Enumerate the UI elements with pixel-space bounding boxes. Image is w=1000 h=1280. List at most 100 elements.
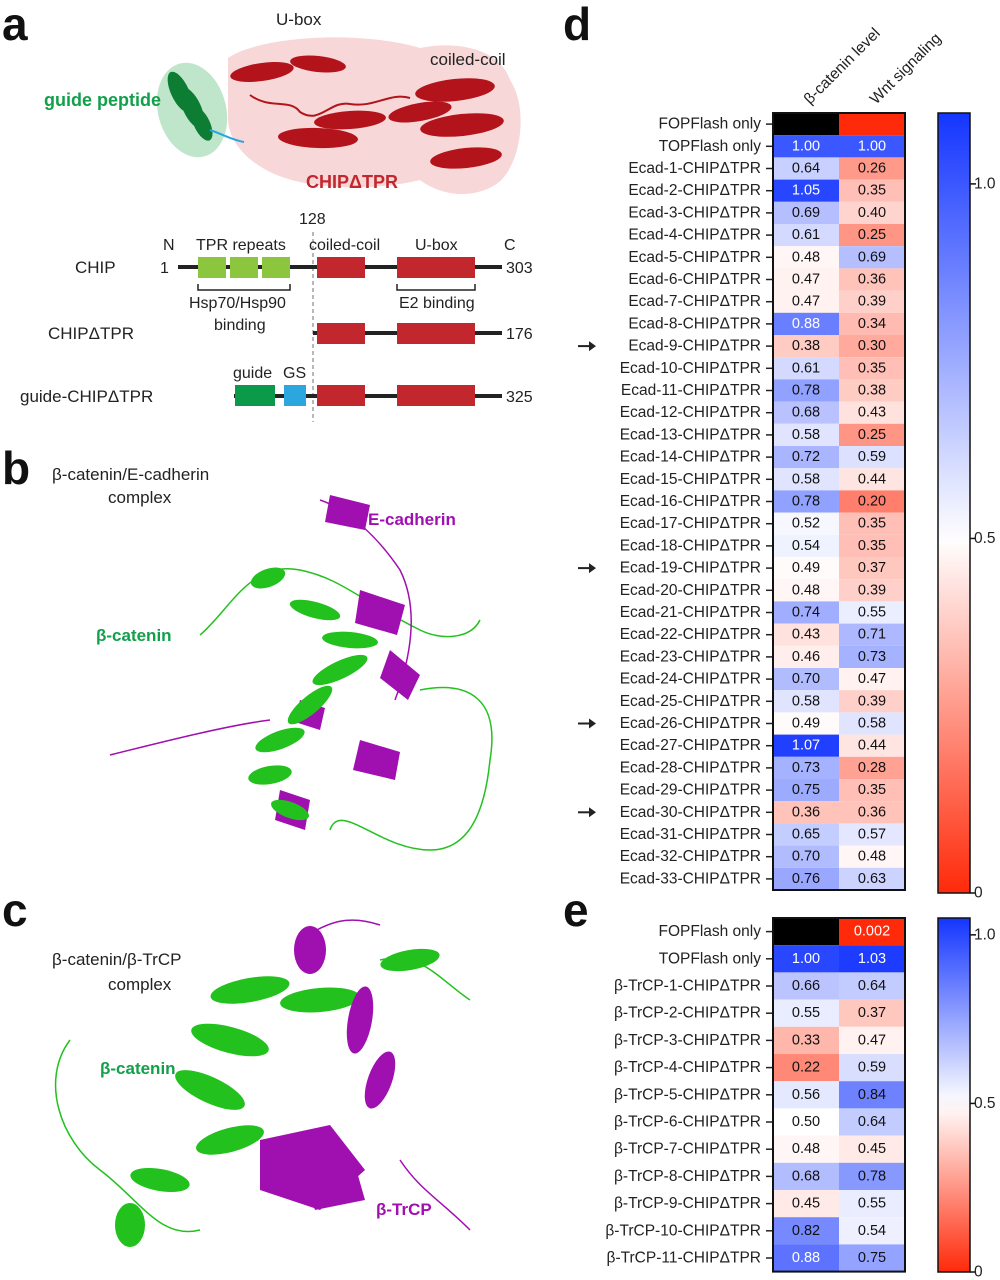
row-label-e-7: β-TrCP-6-CHIPΔTPR xyxy=(614,1114,761,1131)
heatmap-row-e-9: β-TrCP-8-CHIPΔTPR 0.68 0.78 xyxy=(614,1162,905,1190)
heatmap-cell-d-7-0 xyxy=(773,268,839,291)
heatmap-cell-value-e-8-0: 0.48 xyxy=(792,1141,820,1157)
heatmap-row-e-10: β-TrCP-9-CHIPΔTPR 0.45 0.55 xyxy=(614,1190,905,1218)
heatmap-cell-e-11-1 xyxy=(839,1217,905,1245)
heatmap-cell-d-33-1 xyxy=(839,845,905,868)
row-label-d-15: Ecad-14-CHIPΔTPR xyxy=(620,449,761,466)
heatmap-row-d-1: TOPFlash only 1.00 1.00 xyxy=(659,135,905,158)
heatmap-row-d-11: Ecad-10-CHIPΔTPR 0.61 0.35 xyxy=(620,357,905,380)
heatmap-cell-d-25-1 xyxy=(839,668,905,691)
heatmap-cell-value-d-8-0: 0.47 xyxy=(792,294,820,310)
heatmap-cell-e-7-0 xyxy=(773,1108,839,1136)
row-label-d-1: TOPFlash only xyxy=(659,138,761,155)
heatmap-cell-value-d-25-1: 0.47 xyxy=(858,671,886,687)
heatmap-cell-d-16-1 xyxy=(839,468,905,491)
heatmap-row-e-8: β-TrCP-7-CHIPΔTPR 0.48 0.45 xyxy=(614,1135,905,1163)
chip-helices xyxy=(230,55,504,169)
colorbar-tick-label-e-1: 0.5 xyxy=(974,1095,996,1112)
heatmap-cell-value-e-9-0: 0.68 xyxy=(792,1168,820,1184)
heatmap-cell-value-d-27-1: 0.58 xyxy=(858,716,886,732)
tpr-repeat-1 xyxy=(198,257,226,278)
panel-a-domain-diagram: 128 N C TPR repeats coiled-coil U-box CH… xyxy=(20,211,533,422)
row-label-d-34: Ecad-33-CHIPΔTPR xyxy=(620,870,761,887)
heatmap-row-d-29: Ecad-28-CHIPΔTPR 0.73 0.28 xyxy=(620,756,905,779)
heatmap-cell-value-d-23-1: 0.71 xyxy=(858,627,886,643)
heatmap-cell-value-e-7-0: 0.50 xyxy=(792,1114,820,1130)
heatmap-cell-value-d-17-0: 0.78 xyxy=(792,494,820,510)
heatmap-cell-d-28-0 xyxy=(773,734,839,757)
heatmap-cell-value-d-13-1: 0.43 xyxy=(858,405,886,421)
row-label-e-1: TOPFlash only xyxy=(659,950,761,967)
heatmap-cell-d-29-0 xyxy=(773,756,839,779)
panel-c-complex: β-catenin/β-TrCP complex β-catenin β-TrC… xyxy=(52,919,471,1247)
heatmap-cell-d-10-0 xyxy=(773,335,839,358)
heatmap-cell-value-e-3-0: 0.55 xyxy=(792,1005,820,1021)
heatmap-outline-e xyxy=(772,917,906,1273)
heatmap-row-d-13: Ecad-12-CHIPΔTPR 0.68 0.43 xyxy=(620,401,905,424)
heatmap-cell-d-8-1 xyxy=(839,290,905,313)
heatmap-cell-d-32-0 xyxy=(773,823,839,846)
heatmap-cell-value-d-27-0: 0.49 xyxy=(792,716,820,732)
panel-c-title-line2: complex xyxy=(108,975,172,994)
heatmap-row-d-20: Ecad-19-CHIPΔTPR 0.49 0.37 xyxy=(578,557,905,580)
heatmap-cell-value-e-12-0: 0.88 xyxy=(792,1250,820,1266)
heatmap-cell-d-18-0 xyxy=(773,512,839,535)
heatmap-cell-value-d-1-1: 1.00 xyxy=(858,138,886,154)
heatmap-cell-e-7-1 xyxy=(839,1108,905,1136)
heatmap-cell-e-8-0 xyxy=(773,1135,839,1163)
heatmap-cell-value-d-8-1: 0.39 xyxy=(858,294,886,310)
row-label-e-4: β-TrCP-3-CHIPΔTPR xyxy=(614,1032,761,1049)
heatmap-cell-d-11-0 xyxy=(773,357,839,380)
heatmap-cell-d-34-1 xyxy=(839,867,905,890)
heatmap-cell-e-6-1 xyxy=(839,1081,905,1109)
label-hsp-binding-line2: binding xyxy=(214,317,266,334)
label-c-terminus: C xyxy=(504,237,516,254)
bracket-hsp-binding xyxy=(197,284,291,291)
row-guide-chip-dtpr-end: 325 xyxy=(506,389,533,406)
label-e2-binding: E2 binding xyxy=(399,295,475,312)
heatmap-row-d-31: Ecad-30-CHIPΔTPR 0.36 0.36 xyxy=(578,801,905,824)
heatmap-cell-d-0-1 xyxy=(839,113,905,136)
heatmap-cell-e-0-1 xyxy=(839,918,905,946)
heatmap-row-d-17: Ecad-16-CHIPΔTPR 0.78 0.20 xyxy=(620,490,905,513)
heatmap-cell-e-3-0 xyxy=(773,999,839,1027)
row-label-d-17: Ecad-16-CHIPΔTPR xyxy=(620,493,761,510)
heatmap-row-d-25: Ecad-24-CHIPΔTPR 0.70 0.47 xyxy=(620,668,905,691)
heatmap-cell-value-d-19-1: 0.35 xyxy=(858,538,886,554)
row-label-d-3: Ecad-2-CHIPΔTPR xyxy=(628,182,761,199)
row-label-e-12: β-TrCP-11-CHIPΔTPR xyxy=(607,1250,761,1267)
row-arrow-head-d-27 xyxy=(589,718,596,729)
label-coiled-coil-structure: coiled-coil xyxy=(430,50,506,69)
heatmap-cell-value-d-11-1: 0.35 xyxy=(858,360,886,376)
heatmap-cell-value-d-22-1: 0.55 xyxy=(858,605,886,621)
heatmap-cell-value-e-11-0: 0.82 xyxy=(792,1223,820,1239)
heatmap-cell-d-3-1 xyxy=(839,179,905,202)
row-label-d-24: Ecad-23-CHIPΔTPR xyxy=(620,648,761,665)
heatmap-cell-d-12-1 xyxy=(839,379,905,402)
heatmap-cell-value-d-30-0: 0.75 xyxy=(792,782,820,798)
colorbar-e xyxy=(937,917,971,1273)
heatmap-cell-value-d-7-1: 0.36 xyxy=(858,272,886,288)
heatmap-row-d-30: Ecad-29-CHIPΔTPR 0.75 0.35 xyxy=(620,779,905,802)
heatmap-cell-e-4-0 xyxy=(773,1026,839,1054)
heatmap-cell-e-11-0 xyxy=(773,1217,839,1245)
heatmap-cell-value-d-12-1: 0.38 xyxy=(858,383,886,399)
heatmap-row-d-26: Ecad-25-CHIPΔTPR 0.58 0.39 xyxy=(620,690,905,713)
row-label-d-6: Ecad-5-CHIPΔTPR xyxy=(628,249,761,266)
label-n-terminus: N xyxy=(163,237,175,254)
heatmap-cell-value-d-22-0: 0.74 xyxy=(792,605,820,621)
heatmap-cell-e-10-1 xyxy=(839,1190,905,1218)
tpr-repeat-2 xyxy=(230,257,258,278)
heatmap-cell-value-d-10-1: 0.30 xyxy=(858,338,886,354)
heatmap-row-d-19: Ecad-18-CHIPΔTPR 0.54 0.35 xyxy=(620,534,905,557)
heatmap-cell-d-21-1 xyxy=(839,579,905,602)
heatmap-cell-value-d-31-0: 0.36 xyxy=(792,804,820,820)
heatmap-row-d-34: Ecad-33-CHIPΔTPR 0.76 0.63 xyxy=(620,867,905,890)
heatmap-cell-d-14-1 xyxy=(839,423,905,446)
heatmap-cell-d-23-0 xyxy=(773,623,839,646)
heatmap-cell-d-6-0 xyxy=(773,246,839,269)
panel-b-title-line1: β-catenin/E-cadherin xyxy=(52,465,209,484)
row-label-e-11: β-TrCP-10-CHIPΔTPR xyxy=(605,1222,761,1239)
heatmap-cell-d-27-0 xyxy=(773,712,839,735)
